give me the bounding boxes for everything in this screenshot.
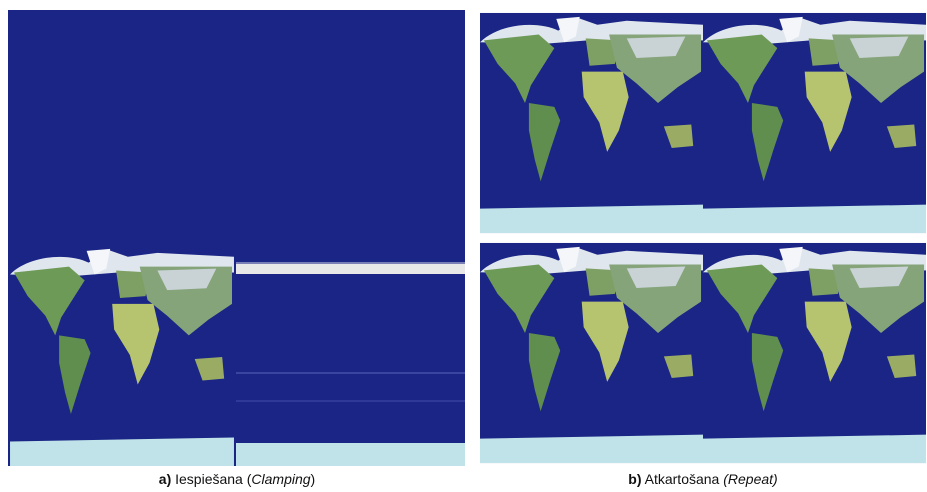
clamping-panel xyxy=(8,10,465,466)
caption-text: Iespiešana ( xyxy=(175,471,251,487)
caption-label: b) xyxy=(628,471,641,487)
figure: a) Iespiešana (Clamping) b) Atkartošana … xyxy=(0,0,927,492)
caption-label: a) xyxy=(159,471,171,487)
caption-text: ) xyxy=(311,471,316,487)
caption-a: a) Iespiešana (Clamping) xyxy=(159,471,315,487)
caption-term: (Repeat) xyxy=(723,471,777,487)
caption-term: Clamping xyxy=(251,471,310,487)
texture-panels xyxy=(0,0,927,468)
repeat-panel xyxy=(480,13,926,463)
caption-b: b) Atkartošana (Repeat) xyxy=(628,471,777,487)
caption-text: Atkartošana xyxy=(645,471,724,487)
